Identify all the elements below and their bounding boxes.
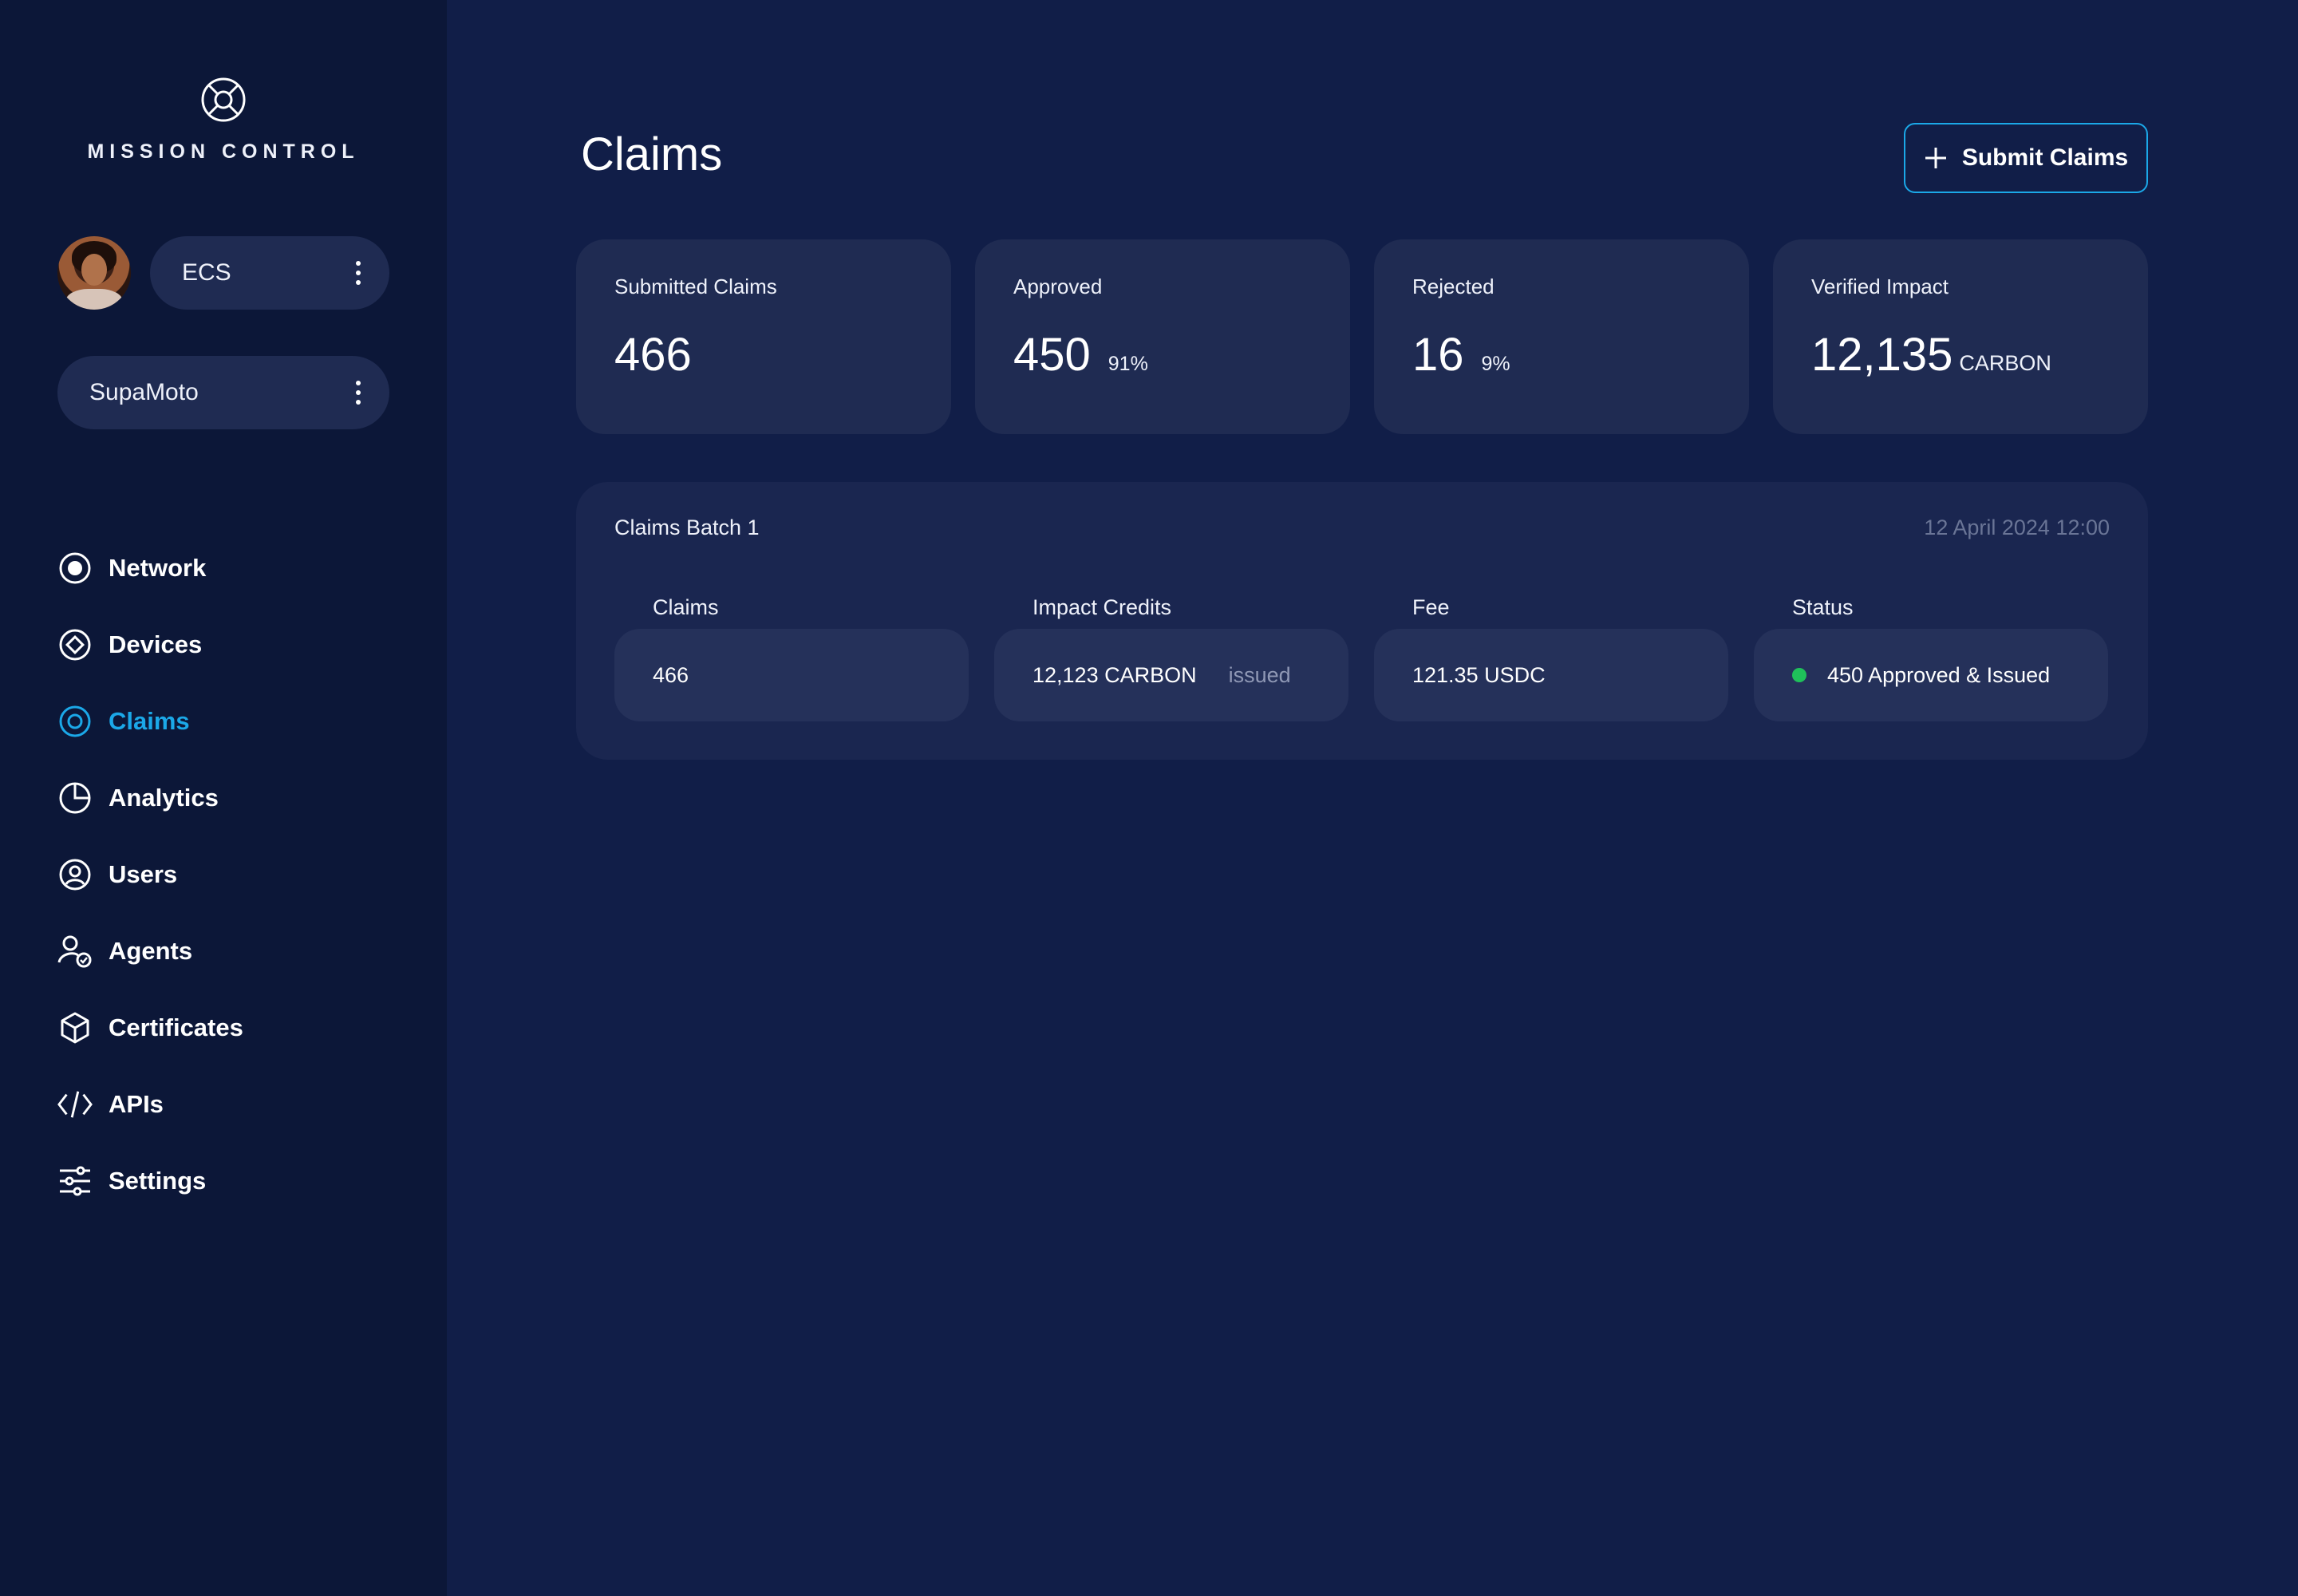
account-switcher[interactable]: ECS bbox=[150, 236, 389, 310]
batch-status-label: Status bbox=[1792, 595, 1854, 619]
sidebar-item-label: Users bbox=[109, 860, 178, 888]
batch-claims-value: 466 bbox=[653, 662, 689, 687]
sidebar-item-users[interactable]: Users bbox=[57, 836, 243, 913]
sidebar-item-label: Settings bbox=[109, 1167, 207, 1195]
users-icon bbox=[57, 857, 93, 892]
batch-claims-value-box: 466 bbox=[614, 629, 969, 721]
sidebar-item-label: Analytics bbox=[109, 784, 219, 812]
stat-card-rejected: Rejected 16 9% bbox=[1374, 239, 1749, 434]
batch-title: Claims Batch 1 bbox=[614, 516, 760, 539]
batch-fee-value: 121.35 USDC bbox=[1412, 662, 1546, 687]
plus-icon bbox=[1925, 148, 1946, 168]
stat-percent: 9% bbox=[1481, 353, 1510, 375]
submit-claims-button[interactable]: Submit Claims bbox=[1904, 123, 2148, 193]
batch-status-value: 450 Approved & Issued bbox=[1827, 662, 2051, 687]
batch-date: 12 April 2024 12:00 bbox=[1924, 516, 2110, 539]
batch-credits-value-box: 12,123 CARBON issued bbox=[994, 629, 1348, 721]
claims-batch-card[interactable]: Claims Batch 1 12 April 2024 12:00 Claim… bbox=[576, 482, 2148, 760]
stat-value: 450 bbox=[1013, 329, 1091, 381]
stat-label: Rejected bbox=[1412, 275, 1494, 298]
organization-switcher[interactable]: SupaMoto bbox=[57, 356, 389, 429]
sidebar-item-network[interactable]: Network bbox=[57, 530, 243, 606]
sidebar-item-certificates[interactable]: Certificates bbox=[57, 990, 243, 1066]
devices-icon bbox=[57, 627, 93, 662]
sidebar-item-apis[interactable]: APIs bbox=[57, 1066, 243, 1143]
status-dot-icon bbox=[1792, 668, 1806, 682]
sidebar-item-agents[interactable]: Agents bbox=[57, 913, 243, 990]
stat-value: 16 bbox=[1412, 329, 1464, 381]
claims-icon bbox=[57, 704, 93, 739]
stat-card-submitted: Submitted Claims 466 bbox=[576, 239, 951, 434]
stat-card-approved: Approved 450 91% bbox=[975, 239, 1350, 434]
stat-value: 12,135 bbox=[1811, 329, 1953, 381]
network-icon bbox=[57, 551, 93, 586]
apis-icon bbox=[57, 1087, 93, 1122]
account-name: ECS bbox=[182, 259, 231, 286]
stat-label: Verified Impact bbox=[1811, 275, 1949, 298]
sidebar-item-label: Certificates bbox=[109, 1013, 243, 1041]
sidebar-item-label: Agents bbox=[109, 937, 193, 965]
batch-fee-value-box: 121.35 USDC bbox=[1374, 629, 1728, 721]
analytics-icon bbox=[57, 780, 93, 816]
stat-value: 466 bbox=[614, 329, 692, 381]
logo-text: MISSION CONTROL bbox=[87, 140, 360, 163]
batch-credits-note: issued bbox=[1228, 662, 1291, 687]
agents-icon bbox=[57, 934, 93, 969]
sidebar-item-label: Claims bbox=[109, 707, 190, 735]
batch-status-value-box: 450 Approved & Issued bbox=[1754, 629, 2108, 721]
stat-card-verified-impact: Verified Impact 12,135 CARBON bbox=[1773, 239, 2148, 434]
sidebar-nav: Network Devices Claims Analytics Users bbox=[57, 530, 243, 1219]
stat-percent: 91% bbox=[1108, 353, 1148, 375]
batch-fee-label: Fee bbox=[1412, 595, 1450, 619]
sidebar-item-claims[interactable]: Claims bbox=[57, 683, 243, 760]
page-title: Claims bbox=[581, 128, 723, 180]
sidebar-item-devices[interactable]: Devices bbox=[57, 606, 243, 683]
sidebar-item-settings[interactable]: Settings bbox=[57, 1143, 243, 1219]
batch-credits-label: Impact Credits bbox=[1033, 595, 1172, 619]
stat-label: Approved bbox=[1013, 275, 1103, 298]
more-vertical-icon[interactable] bbox=[356, 261, 361, 285]
organization-name: SupaMoto bbox=[89, 379, 199, 405]
avatar[interactable] bbox=[57, 236, 131, 310]
sidebar-item-label: Network bbox=[109, 554, 207, 582]
sidebar-item-label: APIs bbox=[109, 1090, 164, 1118]
logo[interactable]: MISSION CONTROL bbox=[0, 77, 447, 164]
stat-label: Submitted Claims bbox=[614, 275, 777, 298]
lifebuoy-logo-icon bbox=[201, 77, 246, 122]
certificates-icon bbox=[57, 1010, 93, 1045]
stat-unit: CARBON bbox=[1959, 351, 2051, 375]
settings-icon bbox=[57, 1163, 93, 1199]
sidebar-item-label: Devices bbox=[109, 630, 203, 658]
submit-claims-label: Submit Claims bbox=[1961, 144, 2129, 171]
more-vertical-icon[interactable] bbox=[356, 381, 361, 405]
sidebar: MISSION CONTROL ECS SupaMoto Network Dev… bbox=[0, 0, 447, 1596]
batch-claims-label: Claims bbox=[653, 595, 719, 619]
sidebar-item-analytics[interactable]: Analytics bbox=[57, 760, 243, 836]
batch-credits-value: 12,123 CARBON bbox=[1033, 662, 1197, 687]
account-row: ECS bbox=[57, 236, 389, 310]
